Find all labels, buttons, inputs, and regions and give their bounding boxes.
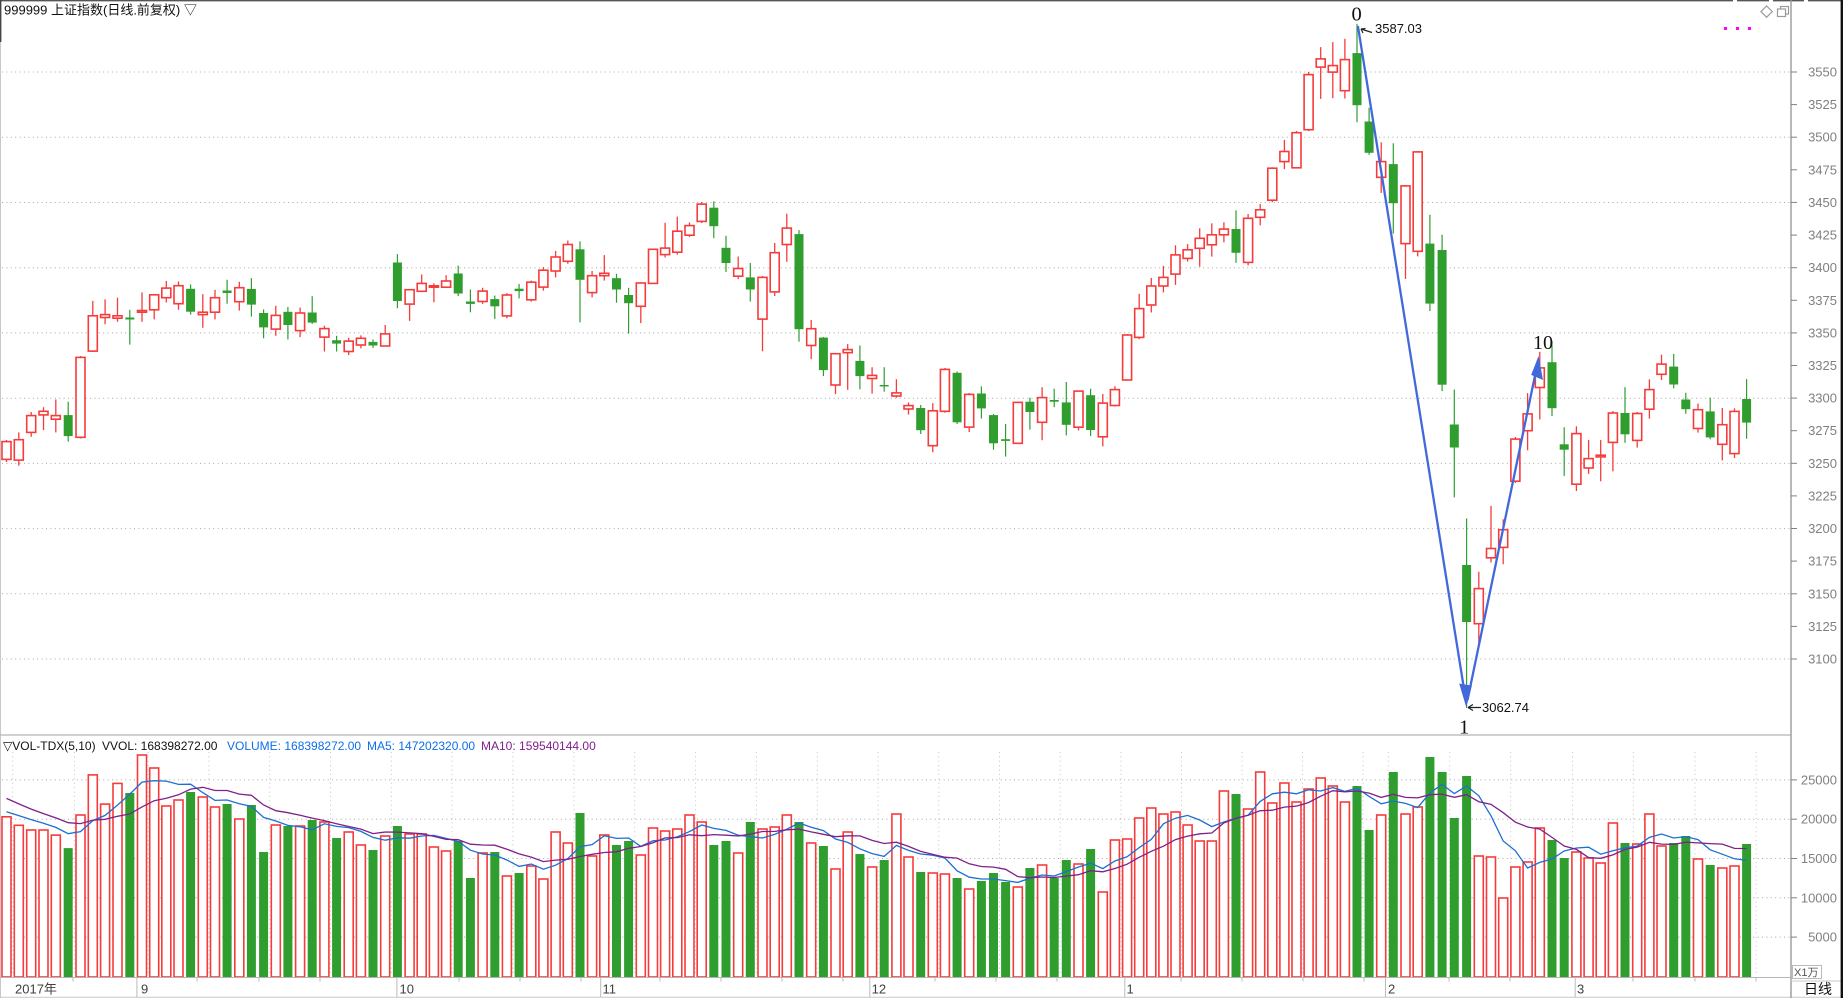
svg-text:3300: 3300: [1808, 391, 1837, 406]
svg-text:3150: 3150: [1808, 586, 1837, 601]
svg-text:3525: 3525: [1808, 97, 1837, 112]
svg-text:3175: 3175: [1808, 554, 1837, 569]
svg-text:25000: 25000: [1801, 772, 1837, 787]
svg-text:MA5: 147202320.00: MA5: 147202320.00: [367, 739, 475, 753]
svg-text:1: 1: [1459, 717, 1469, 739]
svg-text:3550: 3550: [1808, 65, 1837, 80]
svg-text:3125: 3125: [1808, 619, 1837, 634]
svg-text:3375: 3375: [1808, 293, 1837, 308]
svg-text:3400: 3400: [1808, 260, 1837, 275]
svg-text:3200: 3200: [1808, 521, 1837, 536]
svg-text:MA10: 159540144.00: MA10: 159540144.00: [481, 739, 596, 753]
svg-text:X1万: X1万: [1794, 967, 1818, 979]
svg-text:2: 2: [1388, 982, 1395, 997]
svg-text:2017年: 2017年: [15, 982, 57, 997]
svg-text:3100: 3100: [1808, 652, 1837, 667]
svg-text:10000: 10000: [1801, 890, 1837, 905]
svg-text:9: 9: [141, 982, 148, 997]
svg-text:999999 上证指数(日线.前复权) ▽: 999999 上证指数(日线.前复权) ▽: [4, 3, 197, 18]
svg-text:0: 0: [1352, 4, 1362, 26]
svg-text:10: 10: [400, 982, 414, 997]
svg-text:VOLUME: 168398272.00: VOLUME: 168398272.00: [227, 739, 361, 753]
svg-text:3062.74: 3062.74: [1482, 700, 1529, 715]
svg-text:3475: 3475: [1808, 162, 1837, 177]
svg-text:20000: 20000: [1801, 812, 1837, 827]
svg-text:VVOL: 168398272.00: VVOL: 168398272.00: [102, 739, 218, 753]
svg-text:3450: 3450: [1808, 195, 1837, 210]
svg-text:5000: 5000: [1808, 930, 1837, 945]
svg-text:3250: 3250: [1808, 456, 1837, 471]
svg-text:11: 11: [603, 982, 617, 997]
svg-text:3225: 3225: [1808, 488, 1837, 503]
svg-text:3275: 3275: [1808, 423, 1837, 438]
svg-text:12: 12: [872, 982, 886, 997]
svg-text:10: 10: [1533, 332, 1553, 354]
svg-text:3325: 3325: [1808, 358, 1837, 373]
svg-text:1: 1: [1127, 982, 1134, 997]
svg-text:3: 3: [1577, 982, 1584, 997]
svg-text:3587.03: 3587.03: [1375, 21, 1422, 36]
svg-text:日线: 日线: [1804, 981, 1832, 997]
svg-text:3350: 3350: [1808, 325, 1837, 340]
svg-text:▽VOL-TDX(5,10): ▽VOL-TDX(5,10): [3, 739, 96, 753]
svg-text:15000: 15000: [1801, 851, 1837, 866]
svg-text:3500: 3500: [1808, 130, 1837, 145]
svg-text:3425: 3425: [1808, 228, 1837, 243]
